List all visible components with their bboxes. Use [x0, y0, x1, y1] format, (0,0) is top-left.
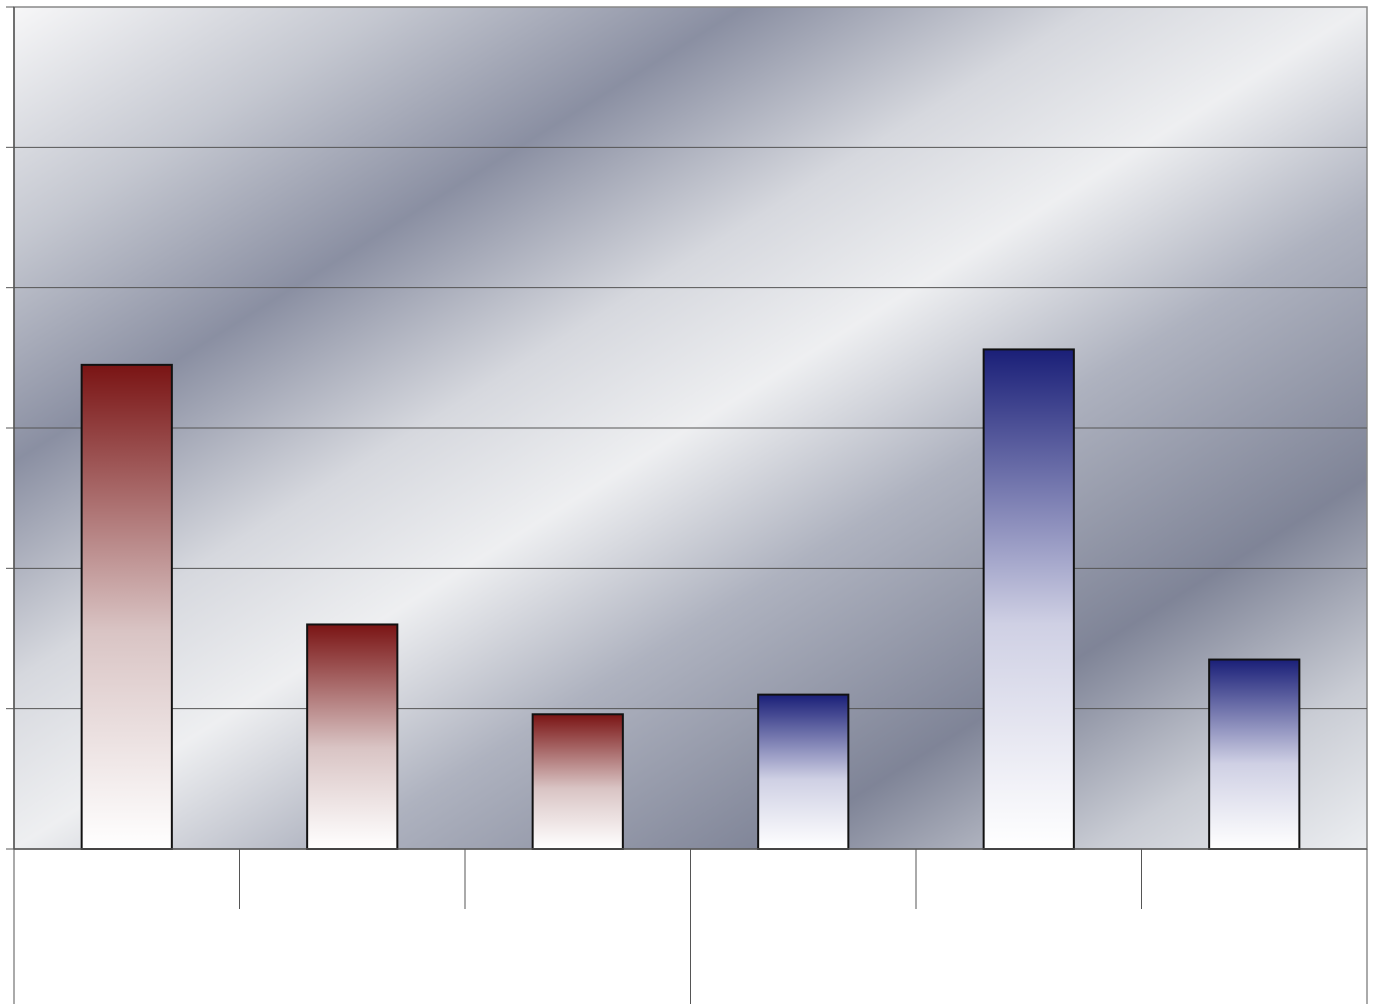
bars: [80, 348, 1301, 851]
bar: [1208, 658, 1301, 850]
axes: [6, 6, 1368, 1004]
bar: [531, 713, 624, 851]
bar: [306, 623, 399, 851]
bar: [982, 348, 1075, 850]
bar: [80, 363, 173, 850]
gridlines: [14, 146, 1367, 710]
bar: [757, 693, 850, 851]
